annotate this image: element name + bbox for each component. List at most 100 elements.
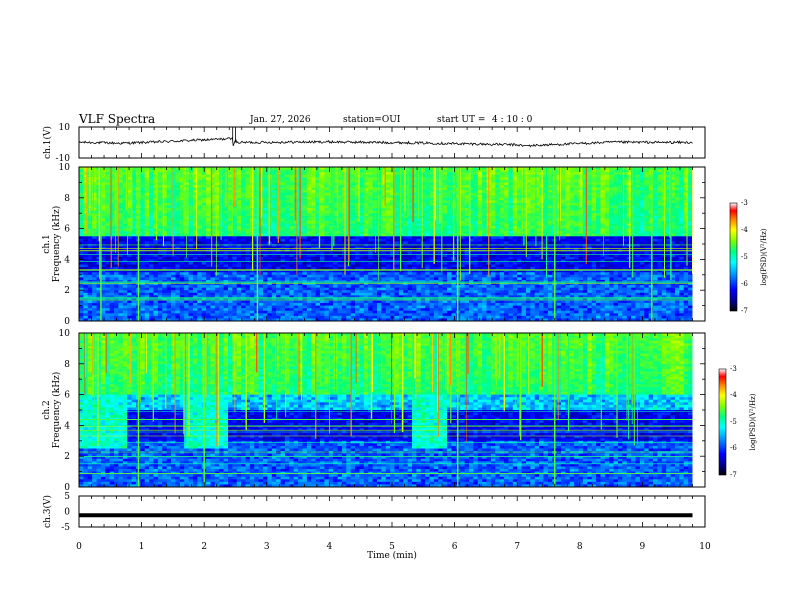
spectrogram-cell xyxy=(184,264,189,268)
spectrogram-cell xyxy=(416,246,422,250)
spectrogram-cell xyxy=(363,238,369,242)
spectrogram-cell xyxy=(394,246,400,250)
spectrogram-cell xyxy=(118,210,124,214)
spectrogram-cell xyxy=(241,277,246,281)
spectrogram-cell xyxy=(320,241,325,245)
spectrogram-cell xyxy=(236,172,242,176)
spectrogram-cell xyxy=(258,236,264,240)
spectrogram-cell xyxy=(433,223,439,227)
spectrogram-cell xyxy=(258,223,264,227)
spectrogram-cell xyxy=(293,202,299,206)
spectrogram-cell xyxy=(284,285,290,289)
spectrogram-cell xyxy=(398,236,404,240)
spectrogram-cell xyxy=(341,172,347,176)
spectrogram-cell xyxy=(333,261,338,265)
spectrogram-cell xyxy=(398,213,404,217)
spectrogram-cell xyxy=(280,228,286,232)
spectrogram-cell xyxy=(284,174,290,178)
spectrogram-cell xyxy=(140,177,146,181)
spectrogram-cell xyxy=(280,184,286,188)
spectrogram-cell xyxy=(320,205,325,209)
spectrogram-cell xyxy=(289,254,295,258)
spectrogram-cell xyxy=(324,200,330,204)
spectrogram-cell xyxy=(79,246,84,250)
spectrogram-cell xyxy=(192,259,198,263)
spectrogram-cell xyxy=(175,241,181,245)
spectrogram-cell xyxy=(192,308,198,312)
spectrogram-cell xyxy=(381,261,387,265)
spectrogram-cell xyxy=(376,200,382,204)
spectrogram-cell xyxy=(363,187,369,191)
spectrogram-cell xyxy=(412,238,417,242)
spectrogram-cell xyxy=(245,274,251,278)
spectrogram-cell xyxy=(429,213,435,217)
spectrogram-cell xyxy=(144,310,150,314)
spectrogram-cell xyxy=(144,218,150,222)
spectrogram-cell xyxy=(140,205,146,209)
spectrogram-cell xyxy=(276,308,281,312)
spectrogram-cell xyxy=(289,303,295,306)
spectrogram-cell xyxy=(324,177,330,181)
spectrogram-cell xyxy=(109,169,115,173)
spectrogram-cell xyxy=(276,259,281,263)
spectrogram-cell xyxy=(92,179,97,183)
spectrogram-cell xyxy=(153,295,159,299)
spectrogram-cell xyxy=(284,167,290,170)
spectrogram-cell xyxy=(144,285,150,289)
spectrogram-cell xyxy=(184,259,189,263)
spectrogram-cell xyxy=(390,259,395,263)
spectrogram-cell xyxy=(201,220,207,224)
spectrogram-cell xyxy=(420,318,426,322)
spectrogram-cell xyxy=(390,254,395,258)
spectrogram-cell xyxy=(184,308,189,312)
spectrogram-cell xyxy=(166,210,172,214)
spectrogram-cell xyxy=(412,244,417,247)
spectrogram-cell xyxy=(219,254,224,258)
spectrogram-cell xyxy=(407,215,413,219)
spectrogram-cell xyxy=(227,256,233,260)
spectrogram-cell xyxy=(438,246,444,250)
spectrogram-cell xyxy=(381,310,387,314)
spectrogram-cell xyxy=(249,279,255,283)
spectrogram-cell xyxy=(118,192,124,196)
spectrogram-cell xyxy=(302,277,308,281)
spectrogram-cell xyxy=(306,172,312,176)
spectrogram-cell xyxy=(289,172,295,176)
spectrogram-cell xyxy=(311,259,317,263)
spectrogram-cell xyxy=(171,287,176,291)
spectrogram-cell xyxy=(368,246,373,250)
spectrogram-cell xyxy=(131,184,137,188)
spectrogram-cell xyxy=(127,231,132,235)
spectrogram-cell xyxy=(320,292,325,296)
spectrogram-cell xyxy=(381,195,387,199)
spectrogram-cell xyxy=(390,187,395,191)
spectrogram-cell xyxy=(368,254,373,258)
spectrogram-cell xyxy=(368,277,373,281)
spectrogram-cell xyxy=(192,215,198,219)
spectrogram-cell xyxy=(407,313,413,317)
spectrogram-cell xyxy=(311,256,317,260)
spectrogram-cell xyxy=(350,256,356,260)
spectrogram-cell xyxy=(184,305,189,309)
spectrogram-cell xyxy=(188,210,194,214)
spectrogram-cell xyxy=(284,251,290,255)
spectrogram-cell xyxy=(416,313,422,317)
spectrogram-cell xyxy=(227,190,233,194)
spectrogram-cell xyxy=(206,238,211,242)
spectrogram-cell xyxy=(210,300,216,304)
spectrogram-cell xyxy=(197,259,203,263)
spectrogram-cell xyxy=(149,310,154,314)
spectrogram-cell xyxy=(337,205,343,209)
spectrogram-cell xyxy=(109,277,115,281)
spectrogram-cell xyxy=(425,190,430,194)
spectrogram-cell xyxy=(210,213,216,217)
spectrogram-cell xyxy=(289,179,295,183)
spectrogram-cell xyxy=(394,172,400,176)
spectrogram-cell xyxy=(341,190,347,194)
spectrogram-cell xyxy=(420,285,426,289)
spectrogram-cell xyxy=(118,287,124,291)
spectrogram-cell xyxy=(184,279,189,283)
spectrogram-cell xyxy=(433,246,439,250)
spectrogram-cell xyxy=(179,308,185,312)
spectrogram-cell xyxy=(192,313,198,317)
